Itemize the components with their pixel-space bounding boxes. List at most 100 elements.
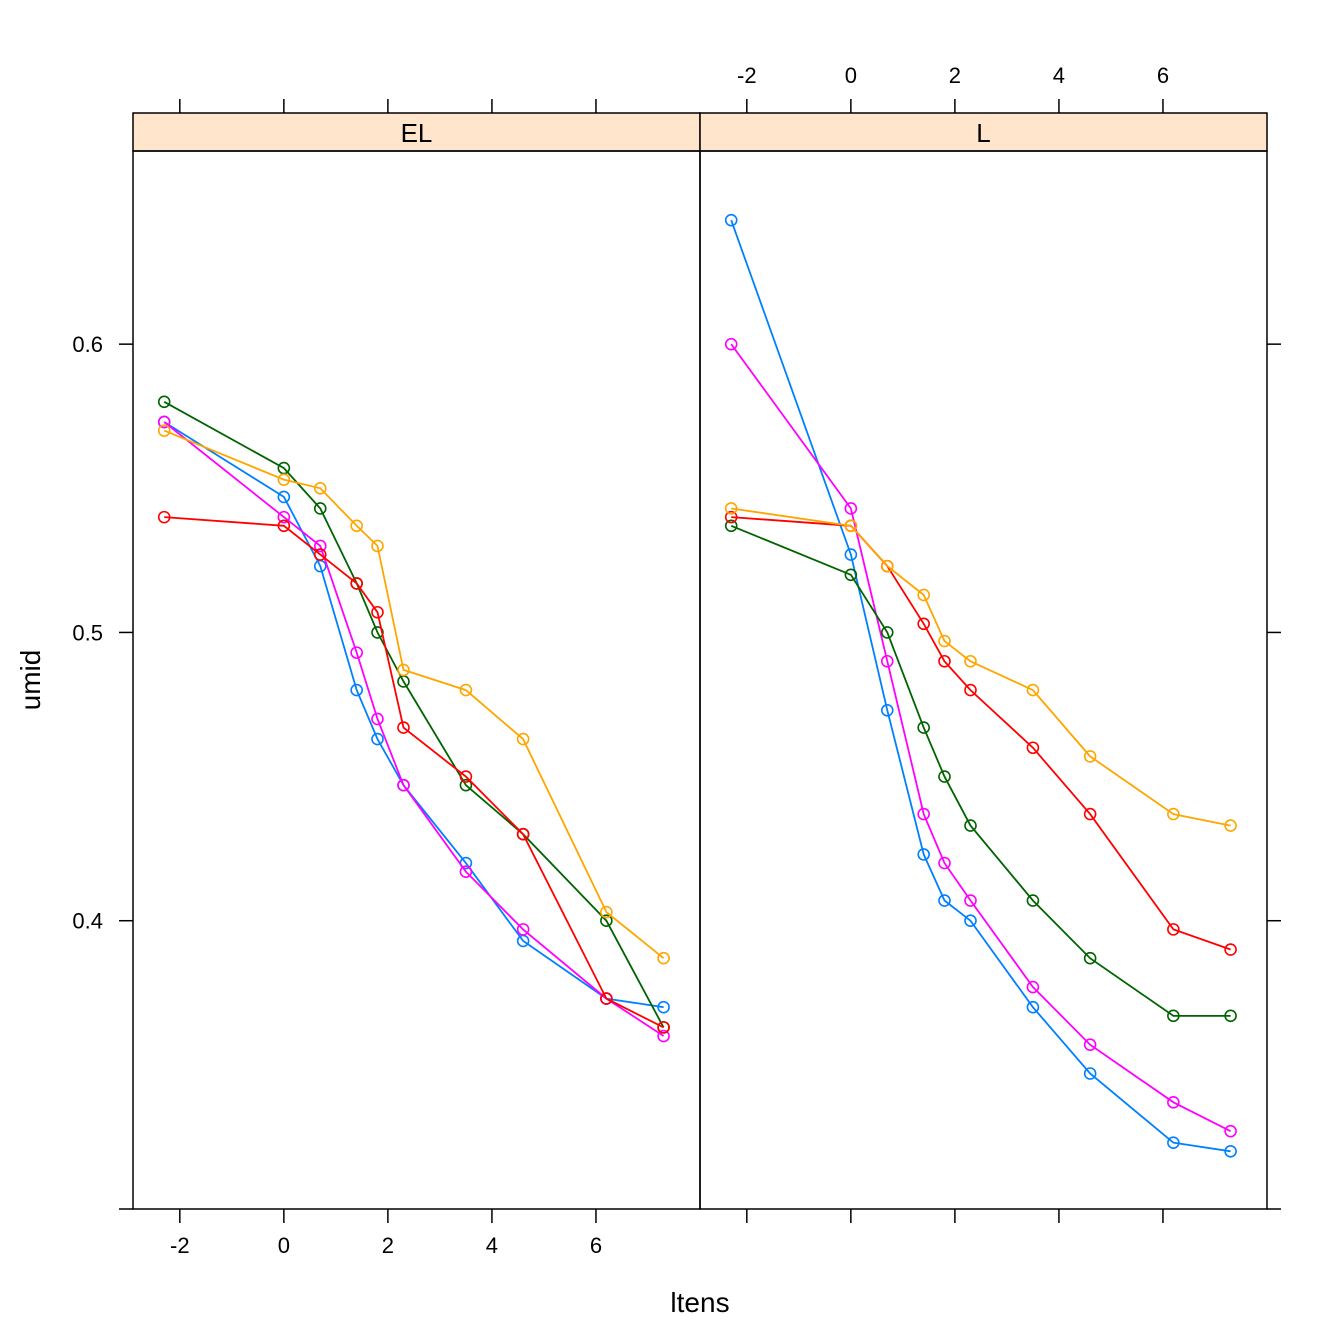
data-point	[397, 778, 410, 792]
data-point	[350, 646, 363, 659]
data-point	[844, 502, 858, 515]
data-point	[600, 905, 613, 919]
data-point	[880, 626, 894, 639]
data-point	[938, 770, 951, 783]
data-point	[917, 617, 930, 631]
data-point	[917, 807, 930, 821]
data-point	[371, 605, 384, 619]
data-point	[917, 721, 930, 734]
data-point	[459, 770, 473, 783]
series-line	[730, 219, 1231, 1153]
data-point	[371, 732, 384, 746]
data-point	[657, 1000, 670, 1014]
data-point	[964, 683, 977, 697]
series-line	[163, 429, 665, 959]
panel-strip-label: L	[976, 118, 990, 148]
data-point	[397, 663, 410, 677]
data-point	[313, 502, 327, 515]
x-tick-label: 2	[949, 63, 961, 88]
data-point	[880, 703, 894, 717]
data-point	[313, 539, 327, 553]
data-point	[277, 510, 291, 524]
data-point	[459, 683, 473, 697]
data-point	[1224, 1145, 1237, 1158]
x-axis-title: ltens	[670, 1287, 729, 1318]
data-point	[397, 721, 410, 734]
data-point	[724, 519, 738, 533]
data-point	[516, 827, 530, 841]
data-point	[880, 654, 894, 668]
data-point	[657, 1029, 670, 1043]
panel-frame-1	[699, 150, 1268, 1210]
data-point	[1083, 1067, 1097, 1080]
data-point	[880, 559, 894, 573]
series-line	[163, 421, 664, 1009]
data-point	[277, 519, 291, 533]
y-axis-title: umid	[15, 650, 46, 711]
data-point	[1026, 741, 1040, 755]
data-point	[371, 626, 384, 639]
data-point	[1167, 1136, 1180, 1149]
panel-strip-1	[699, 112, 1268, 152]
series-line	[163, 421, 665, 1037]
data-point	[917, 848, 930, 861]
data-point	[724, 213, 738, 227]
data-point	[1026, 683, 1040, 697]
data-point	[1224, 943, 1237, 956]
data-point	[844, 519, 858, 533]
data-point	[938, 894, 951, 907]
y-tick-label: 0.6	[72, 332, 103, 357]
data-point	[1167, 923, 1180, 936]
x-tick-label: -2	[170, 1233, 190, 1258]
data-point	[657, 951, 670, 965]
panel-strip-label: EL	[401, 118, 433, 148]
data-point	[157, 415, 171, 429]
data-point	[600, 914, 613, 928]
data-point	[516, 732, 530, 746]
data-point	[724, 337, 738, 351]
data-point	[844, 548, 858, 561]
y-tick-label: 0.5	[72, 620, 103, 645]
data-point	[964, 654, 977, 668]
x-tick-label: 6	[590, 1233, 602, 1258]
data-point	[724, 510, 738, 524]
data-point	[1167, 807, 1180, 821]
data-point	[938, 856, 951, 870]
data-point	[917, 588, 930, 602]
data-point	[938, 634, 951, 648]
y-tick-label: 0.4	[72, 909, 103, 934]
x-tick-label: 4	[486, 1233, 498, 1258]
data-point	[1026, 894, 1040, 907]
data-point	[516, 923, 530, 936]
data-point	[313, 481, 327, 495]
data-point	[350, 519, 363, 533]
x-tick-label: 2	[382, 1233, 394, 1258]
series-line	[731, 507, 1231, 827]
x-tick-label: 6	[1157, 63, 1169, 88]
x-tick-label: 0	[278, 1233, 290, 1258]
data-point	[371, 712, 384, 726]
data-point	[1224, 1124, 1237, 1138]
data-point	[964, 914, 977, 928]
data-point	[844, 568, 858, 582]
data-point	[157, 510, 171, 524]
series-line	[163, 401, 665, 1028]
data-point	[1224, 819, 1237, 832]
data-point	[313, 548, 327, 561]
data-point	[350, 577, 363, 590]
data-point	[1083, 1038, 1097, 1051]
data-point	[1026, 980, 1040, 994]
data-point	[1083, 750, 1097, 763]
data-point	[964, 819, 977, 832]
data-point	[157, 424, 171, 437]
data-point	[1083, 807, 1097, 821]
series-line	[730, 343, 1232, 1133]
data-point	[157, 395, 171, 409]
series-line	[731, 516, 1231, 951]
data-point	[964, 894, 977, 907]
data-point	[371, 539, 384, 553]
data-point	[724, 502, 738, 515]
series-line	[164, 516, 665, 1029]
data-point	[657, 1021, 670, 1034]
x-tick-label: -2	[737, 63, 757, 88]
